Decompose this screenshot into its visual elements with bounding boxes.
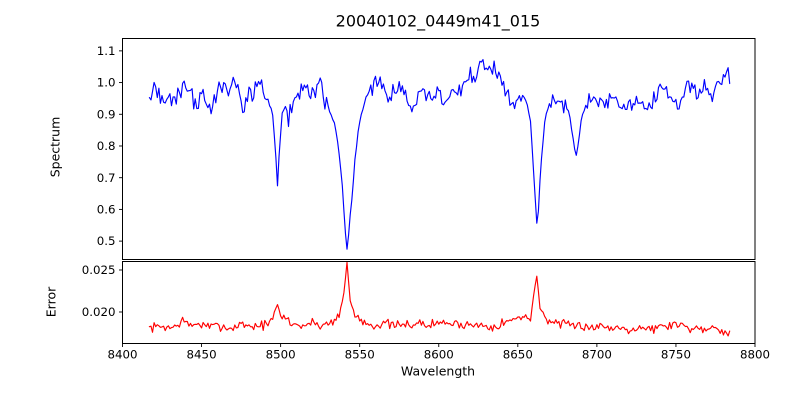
error-y-axis-label: Error xyxy=(43,286,59,318)
y-tick-label: 1.0 xyxy=(97,76,116,90)
y-tick-label: 0.5 xyxy=(97,234,116,248)
x-tick-label: 8700 xyxy=(582,348,612,362)
y-tick-label: 1.1 xyxy=(97,44,116,58)
error-line xyxy=(148,261,731,337)
y-tick-label: 0.8 xyxy=(97,139,116,153)
x-tick-label: 8650 xyxy=(503,348,533,362)
axes-frame xyxy=(122,261,756,344)
y-tick-label: 0.9 xyxy=(97,107,116,121)
x-tick-label: 8600 xyxy=(424,348,454,362)
y-tick-label: 0.7 xyxy=(97,171,116,185)
x-tick-label: 8800 xyxy=(740,348,770,362)
y-tick-label: 0.6 xyxy=(97,203,116,217)
wavelength-x-axis-label: Wavelength xyxy=(400,363,476,379)
spectrum-y-axis-label: Spectrum xyxy=(47,116,63,178)
figure-title: 20040102_0449m41_015 xyxy=(335,11,541,31)
x-tick-label: 8550 xyxy=(345,348,375,362)
x-tick-label: 8400 xyxy=(107,348,137,362)
y-tick-label: 0.025 xyxy=(82,263,116,277)
spectrum-line xyxy=(148,59,731,250)
x-tick-label: 8750 xyxy=(661,348,691,362)
x-tick-label: 8500 xyxy=(266,348,296,362)
y-tick-label: 0.020 xyxy=(82,305,116,319)
axes-frame xyxy=(122,38,756,260)
x-tick-label: 8450 xyxy=(187,348,217,362)
